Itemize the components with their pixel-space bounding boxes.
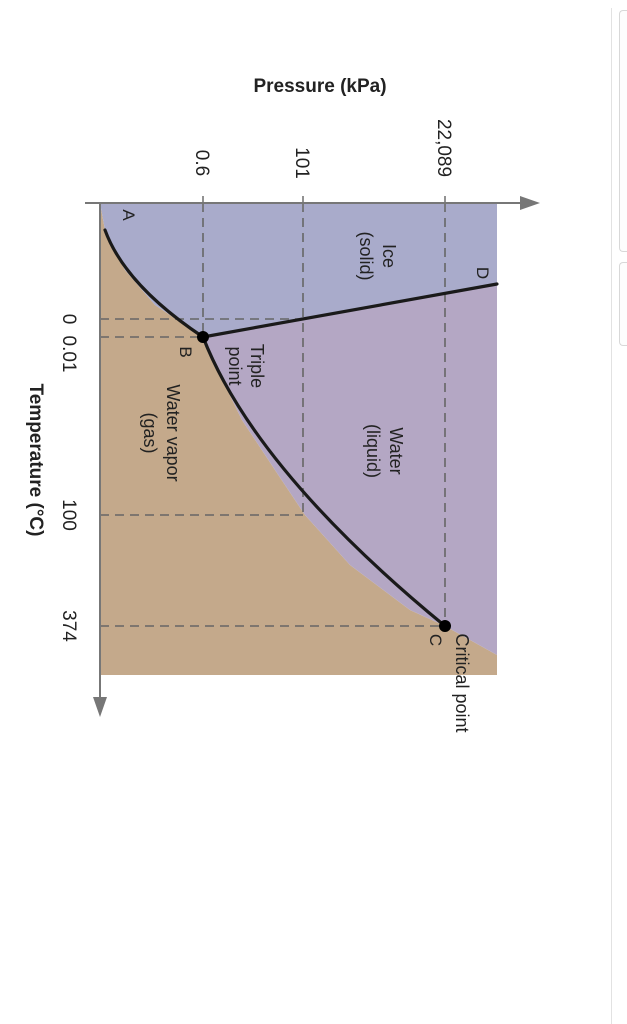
pressure-tick-label: 0.6 <box>191 150 212 176</box>
pressure-tick-label: 22,089 <box>433 119 454 177</box>
temperature-tick-label: 100 <box>58 499 79 531</box>
pressure-axis-title: Pressure (kPa) <box>253 76 386 97</box>
liquid-region-label: (liquid) <box>363 424 383 478</box>
point-label-c: C <box>426 634 445 646</box>
point-label-a: A <box>119 209 138 221</box>
triple-point-label: Triple <box>247 344 267 388</box>
vaporization-curve <box>201 335 447 628</box>
solid-region-label: (solid) <box>356 231 376 280</box>
critical-point-label: Critical point <box>452 633 472 732</box>
temperature-tick-label: 374 <box>58 610 79 642</box>
dashed-guides <box>100 203 446 627</box>
temperature-tick-label: 0.01 <box>58 336 79 373</box>
panel-divider <box>611 8 612 1024</box>
solid-region-label: Ice <box>379 244 399 268</box>
triple-point-label: point <box>225 346 245 385</box>
gas-region-label: Water vapor <box>163 384 183 481</box>
sublimation-curve <box>103 228 205 339</box>
point-label-d: D <box>473 267 492 279</box>
liquid-region-label: Water <box>386 427 406 474</box>
region-gas <box>100 203 497 675</box>
region-solid <box>100 203 497 337</box>
temperature-axis-title: Temperature (°C) <box>25 384 46 537</box>
triple-point-marker <box>197 331 209 343</box>
side-panel-tab[interactable] <box>619 10 627 252</box>
region-liquid <box>203 284 497 655</box>
critical-point-marker <box>439 620 451 632</box>
temperature-axis-arrow <box>93 697 107 717</box>
temperature-tick-label: 0 <box>58 314 79 325</box>
side-panel-tab[interactable] <box>619 262 627 346</box>
melting-curve <box>201 282 499 339</box>
pressure-tick-label: 101 <box>291 147 312 179</box>
pressure-axis-arrow <box>520 196 540 210</box>
gas-region-label: (gas) <box>140 412 160 453</box>
point-label-b: B <box>176 346 195 357</box>
